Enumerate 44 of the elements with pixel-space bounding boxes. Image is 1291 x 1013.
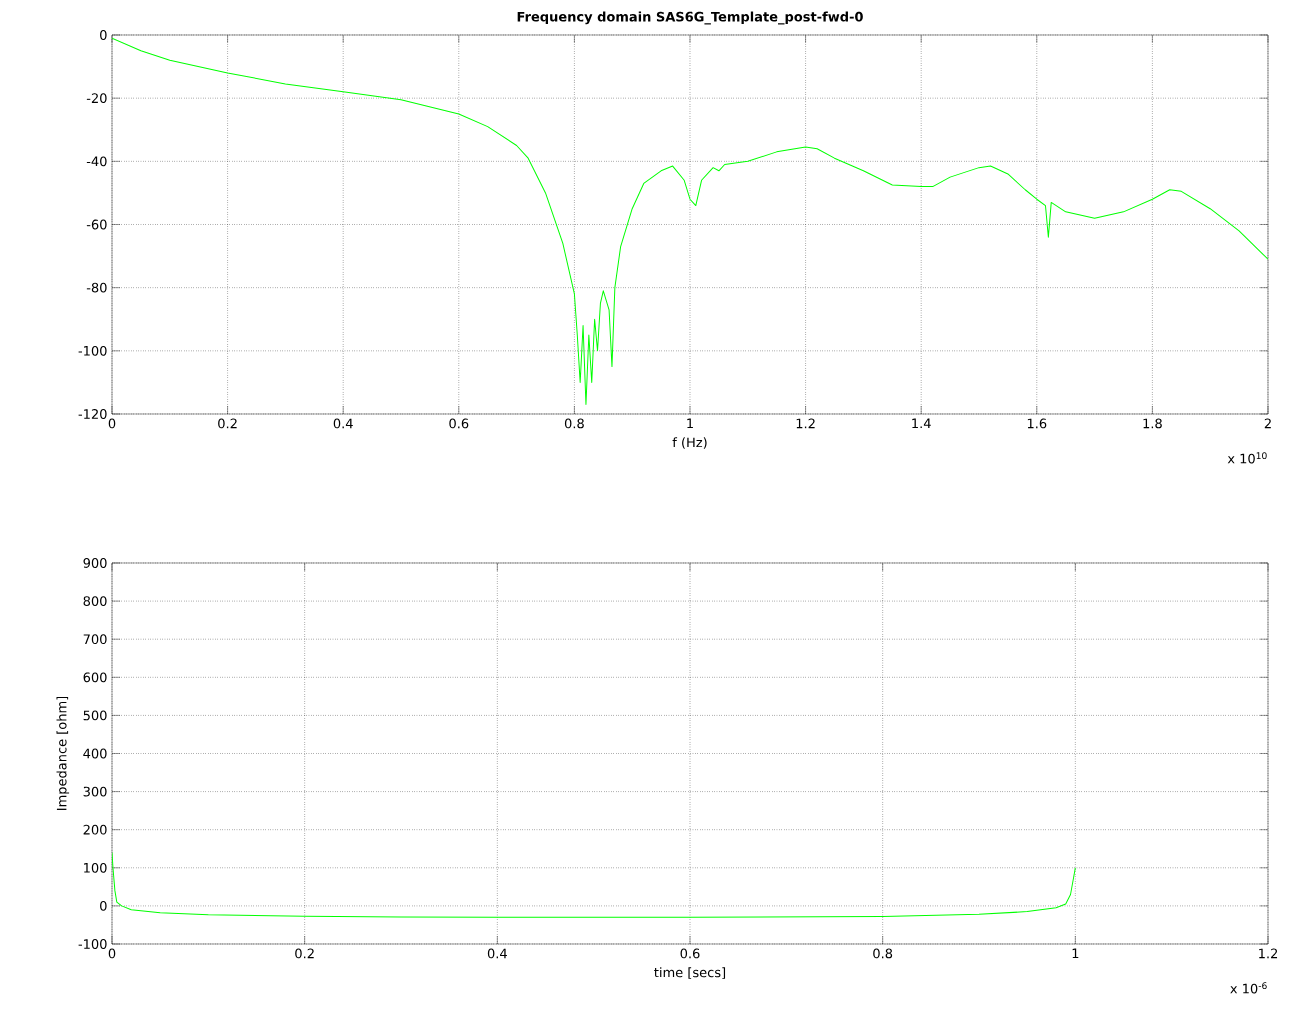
y-tick-label: 300: [83, 786, 107, 797]
y-tick-label: -120: [78, 409, 107, 419]
x-tick-label: 0: [108, 948, 116, 959]
chart-title: Frequency domain SAS6G_Template_post-fwd-0: [517, 11, 863, 25]
x-tick-label: 0.2: [295, 948, 314, 959]
x-tick-label: 2: [1264, 418, 1271, 429]
y-tick-label: 400: [83, 748, 107, 759]
x-tick-label: 0.4: [333, 418, 353, 429]
x-tick-label: 1.2: [1259, 948, 1278, 959]
y-tick-label: 200: [83, 824, 107, 835]
y-tick-label: 800: [83, 596, 107, 607]
x-axis-title: f (Hz): [672, 437, 707, 449]
y-tick-label: 700: [83, 634, 107, 645]
y-tick-label: -20: [86, 93, 107, 104]
y-tick-label: -100: [78, 939, 107, 949]
y-tick-label: 500: [83, 710, 107, 721]
x-tick-label: 0.8: [564, 418, 584, 429]
x-tick-label: 0.6: [680, 948, 700, 959]
x-tick-label: 1: [1072, 948, 1079, 959]
y-tick-label: -40: [86, 156, 107, 167]
y-tick-label: 100: [84, 862, 107, 873]
x-tick-label: 1.2: [796, 418, 815, 429]
x-tick-label: 1.8: [1143, 418, 1162, 429]
x-axis-title: time [secs]: [654, 967, 726, 979]
y-tick-label: 0: [100, 900, 107, 911]
x-tick-label: 0.4: [487, 948, 507, 959]
x-tick-label: 0.2: [218, 418, 237, 429]
y-tick-label: 600: [83, 672, 107, 683]
x-tick-label: 0: [108, 418, 116, 429]
y-axis-title: Impedance [ohm]: [56, 696, 70, 810]
line-series: [112, 852, 1076, 918]
x-tick-label: 1.4: [912, 418, 931, 429]
x-tick-label: 1: [687, 418, 693, 429]
y-tick-label: -60: [86, 219, 107, 230]
line-series: [112, 37, 1268, 406]
y-tick-label: 900: [83, 558, 107, 568]
x-tick-label: 0.8: [873, 948, 893, 959]
y-tick-label: 0: [100, 30, 107, 40]
y-tick-label: -80: [86, 282, 107, 293]
text: x 10$^{10}$: [1227, 452, 1267, 464]
text: x 10$^{-6}$: [1230, 982, 1267, 994]
x-tick-label: 0.6: [449, 418, 469, 429]
y-tick-label: -100: [78, 345, 107, 356]
x-tick-label: 1.6: [1027, 418, 1047, 429]
